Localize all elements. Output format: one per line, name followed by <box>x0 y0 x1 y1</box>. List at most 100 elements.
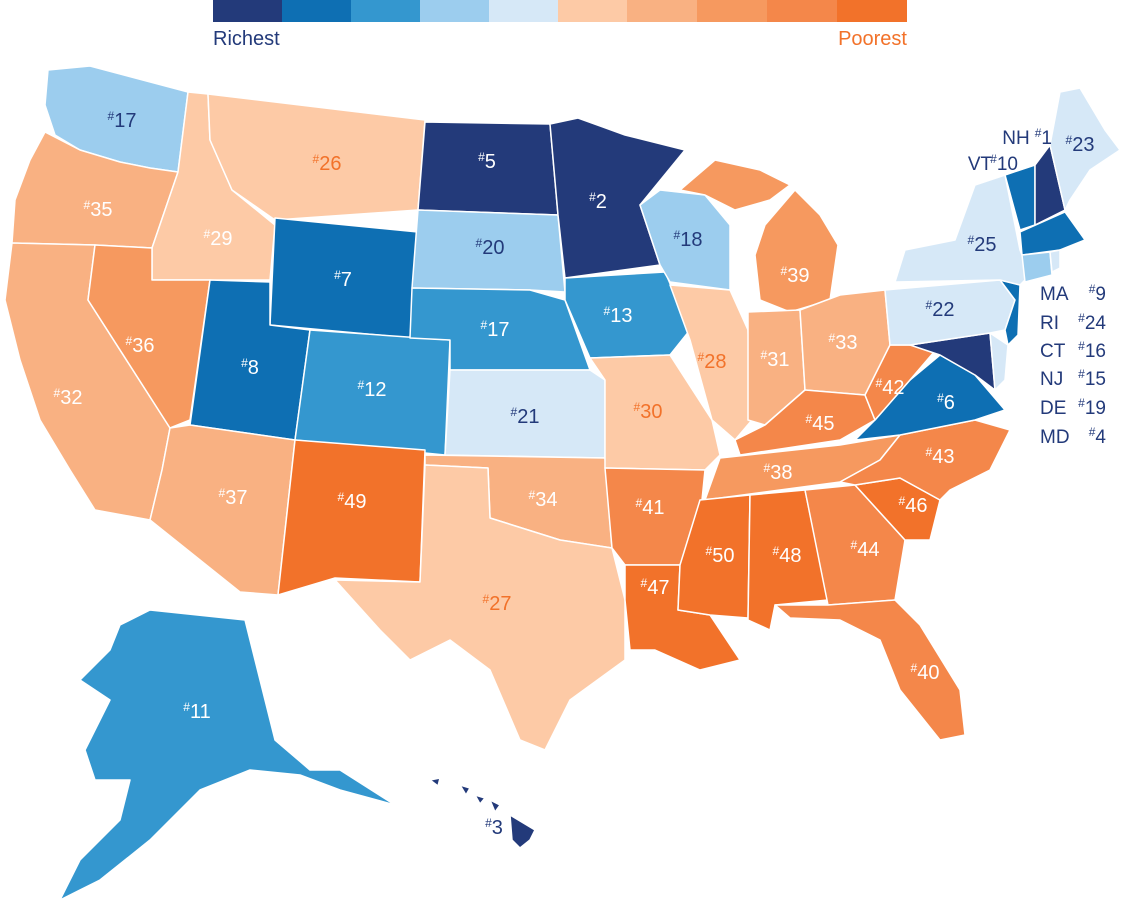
state-code-ct: CT <box>1040 341 1066 362</box>
state-ga <box>804 484 906 606</box>
state-ny <box>894 174 1031 286</box>
state-mi-upper <box>679 159 791 211</box>
small-state-ct: CT #16 <box>1040 339 1106 362</box>
rank-label-wv: #42 <box>876 376 905 399</box>
rank-label-mo: #30 <box>634 400 663 423</box>
rank-label-ms: #50 <box>706 544 735 567</box>
rank-label-ca: #32 <box>54 386 83 409</box>
rank-label-tn: #38 <box>764 461 793 484</box>
state-rank-ri: #24 <box>1078 311 1106 334</box>
rank-label-ut: #8 <box>241 356 259 379</box>
rank-label-il: #28 <box>698 350 727 373</box>
rank-label-mi: #39 <box>781 264 810 287</box>
legend-swatch-7 <box>627 0 697 22</box>
rank-label-fl: #40 <box>911 661 940 684</box>
small-state-vt: VT#10 <box>968 152 1018 175</box>
small-state-nh: NH #1 <box>1002 126 1052 149</box>
state-ct <box>1021 251 1053 283</box>
legend-swatch-1 <box>213 0 282 22</box>
state-code-vt: VT <box>968 154 993 175</box>
state-il <box>669 284 753 441</box>
rank-label-id: #29 <box>204 227 233 250</box>
small-state-md: MD #4 <box>1040 425 1106 448</box>
state-code-md: MD <box>1040 427 1070 448</box>
rank-label-in: #31 <box>761 348 790 371</box>
state-rank-de: #19 <box>1078 396 1106 419</box>
state-wi <box>639 189 731 291</box>
rank-label-mn: #2 <box>589 190 607 213</box>
rank-label-tx: #27 <box>483 592 512 615</box>
state-rank-vt: #10 <box>990 152 1018 175</box>
state-mo <box>589 354 721 471</box>
state-rank-ct: #16 <box>1078 339 1106 362</box>
rank-label-ar: #41 <box>636 496 665 519</box>
state-rank-nh: #1 <box>1035 126 1052 149</box>
rank-label-ny: #25 <box>968 233 997 256</box>
state-rank-ma: #9 <box>1089 282 1106 305</box>
rank-label-ok: #34 <box>529 488 558 511</box>
rank-label-wi: #18 <box>674 228 703 251</box>
state-sd <box>411 209 566 293</box>
state-hi <box>429 777 536 849</box>
state-code-de: DE <box>1040 398 1066 419</box>
legend-swatch-9 <box>767 0 837 22</box>
state-mi <box>754 189 839 313</box>
state-de <box>989 332 1009 391</box>
state-rank-md: #4 <box>1089 425 1107 448</box>
rank-label-ne: #17 <box>481 318 510 341</box>
legend-swatch-6 <box>558 0 627 22</box>
state-ma <box>1019 211 1086 256</box>
rank-label-nv: #36 <box>126 334 155 357</box>
small-state-ma: MA #9 <box>1040 282 1106 305</box>
state-me <box>1049 87 1121 211</box>
rank-label-wa: #17 <box>108 109 137 132</box>
rank-label-oh: #33 <box>829 331 858 354</box>
legend-swatch-5 <box>489 0 558 22</box>
state-az <box>149 424 296 596</box>
rank-label-nd: #5 <box>478 150 496 173</box>
state-fl <box>774 599 966 741</box>
legend-swatch-10 <box>837 0 907 22</box>
rank-label-me: #23 <box>1066 133 1095 156</box>
legend: Richest Poorest <box>213 0 907 50</box>
rank-label-sd: #20 <box>476 236 505 259</box>
rank-label-co: #12 <box>358 378 387 401</box>
rank-label-or: #35 <box>84 198 113 221</box>
rank-label-va: #6 <box>937 391 955 414</box>
legend-swatch-2 <box>282 0 351 22</box>
state-code-ma: MA <box>1040 284 1069 305</box>
state-rank-nj: #15 <box>1078 367 1106 390</box>
state-rank-labels: #17 #35 #32 #29 #36 #26 #7 #8 #37 #12 #49 #5 #20 #17 #… <box>54 109 1095 839</box>
small-state-nj: NJ #15 <box>1040 367 1106 390</box>
rank-label-nc: #43 <box>926 445 955 468</box>
legend-richest-label: Richest <box>213 28 280 50</box>
rank-label-hi: #3 <box>485 816 503 839</box>
small-state-de: DE #19 <box>1040 396 1106 419</box>
rank-label-az: #37 <box>219 486 248 509</box>
legend-poorest-label: Poorest <box>838 28 907 50</box>
state-shapes <box>4 65 1121 901</box>
rank-label-ks: #21 <box>511 405 540 428</box>
rank-label-ky: #45 <box>806 412 835 435</box>
rank-label-ak: #11 <box>183 700 210 723</box>
small-state-ri: RI #24 <box>1040 311 1106 334</box>
rank-label-ga: #44 <box>851 538 880 561</box>
rank-label-pa: #22 <box>926 298 955 321</box>
state-nm <box>277 439 426 596</box>
rank-label-nm: #49 <box>338 490 367 513</box>
legend-swatch-8 <box>697 0 767 22</box>
rank-label-mt: #26 <box>313 152 342 175</box>
legend-swatch-4 <box>420 0 489 22</box>
rank-label-al: #48 <box>773 544 802 567</box>
small-state-rank-list: NH #1 VT#10 MA #9 RI #24 CT #16 NJ #15 DE #19 MD #4 <box>968 126 1107 448</box>
legend-swatch-3 <box>351 0 420 22</box>
state-code-nj: NJ <box>1040 369 1063 390</box>
rank-label-la: #47 <box>641 576 670 599</box>
rank-label-wy: #7 <box>334 268 352 291</box>
rank-label-ia: #13 <box>604 304 633 327</box>
state-tx <box>334 464 626 751</box>
state-ri <box>1049 249 1061 273</box>
state-code-nh: NH <box>1002 128 1029 149</box>
state-code-ri: RI <box>1040 313 1059 334</box>
